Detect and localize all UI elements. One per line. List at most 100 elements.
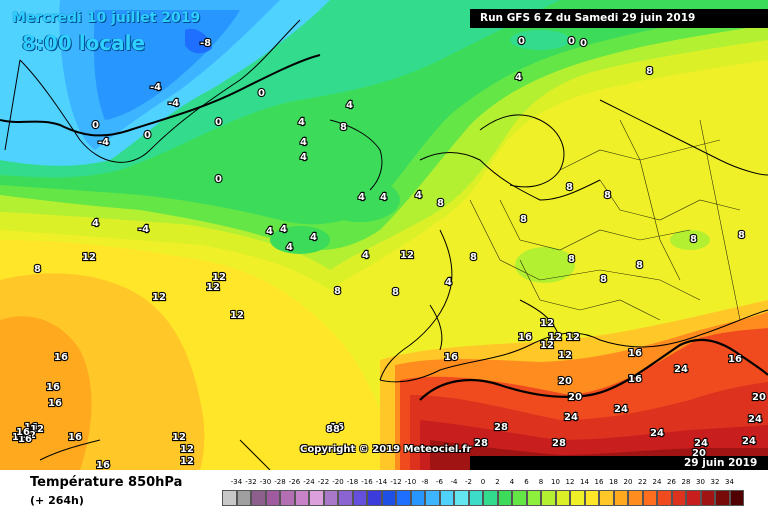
legend-label: -28 xyxy=(274,478,286,486)
legend-swatch xyxy=(309,490,324,506)
temperature-value: 12 xyxy=(400,250,414,261)
temperature-value: 12 xyxy=(548,332,562,343)
temperature-value: 88 xyxy=(326,424,340,435)
legend-swatch xyxy=(410,490,425,506)
temperature-value: 12 xyxy=(30,424,44,435)
temperature-value: 16 xyxy=(330,422,344,433)
temperature-value: 0 xyxy=(580,38,587,49)
temperature-value: 8 xyxy=(646,66,653,77)
legend-label: 4 xyxy=(509,478,515,486)
temperature-value: 16 xyxy=(68,432,82,443)
temperature-value: 4 xyxy=(515,72,522,83)
legend-label: 28 xyxy=(681,478,691,486)
temperature-value: 4 xyxy=(362,250,369,261)
legend-label: 16 xyxy=(594,478,604,486)
coastlines xyxy=(4,19,768,470)
temperature-value: -8 xyxy=(200,38,211,49)
temperature-value: 24 xyxy=(674,364,688,375)
model-run-label: Run GFS 6 Z du Samedi 29 juin 2019 xyxy=(470,9,768,28)
legend-label: -4 xyxy=(450,478,458,486)
legend-footer: Température 850hPa (+ 264h) -34 -32 -30 -28… xyxy=(0,470,768,512)
temperature-value: 4 xyxy=(298,117,305,128)
legend-label: -20 xyxy=(332,478,344,486)
legend-swatch xyxy=(222,490,237,506)
legend-labels: -34 -32 -30 -28 -26 -24 -22 -20 -18 -16 -14 -12 -10-… xyxy=(222,478,742,488)
legend-swatch xyxy=(570,490,585,506)
legend-swatch xyxy=(381,490,396,506)
temperature-value: 4 xyxy=(92,218,99,229)
legend-swatch xyxy=(599,490,614,506)
temperature-value: 24 xyxy=(650,428,664,439)
temperature-value: 8 xyxy=(604,190,611,201)
temperature-value: 4 xyxy=(310,232,317,243)
temp-patch xyxy=(320,178,400,222)
legend-swatch xyxy=(671,490,686,506)
valid-time: 8:00 locale xyxy=(22,31,146,55)
legend-swatch xyxy=(294,490,309,506)
temperature-value: 8 xyxy=(392,287,399,298)
legend-swatch xyxy=(541,490,556,506)
temperature-value: 4 xyxy=(286,242,293,253)
color-scale xyxy=(222,490,754,506)
temperature-value: 4 xyxy=(266,226,273,237)
temperature-value: 12 xyxy=(206,282,220,293)
temperature-value: -4 xyxy=(138,224,149,235)
legend-label: -34 xyxy=(230,478,243,486)
temperature-value: 0 xyxy=(568,36,575,47)
legend-swatch xyxy=(657,490,672,506)
temperature-value: 4 xyxy=(346,100,353,111)
temperature-value: 16 xyxy=(46,382,60,393)
temperature-value: 16 xyxy=(96,460,110,470)
temperature-value: 8 xyxy=(636,260,643,271)
temperature-value: 8 xyxy=(520,214,527,225)
temperature-value: 28 xyxy=(494,422,508,433)
run-date-label: 29 juin 2019 xyxy=(470,456,768,470)
legend-label: -6 xyxy=(436,478,443,486)
temperature-value: 4 xyxy=(280,224,287,235)
temperature-value: -4 xyxy=(168,98,179,109)
temperature-value: 8 xyxy=(334,286,341,297)
temperature-value: 16 xyxy=(16,427,30,438)
temperature-value: 16 xyxy=(518,332,532,343)
legend-label: 34 xyxy=(725,478,734,486)
temperature-value: 4 xyxy=(300,152,307,163)
temperature-value: 0 xyxy=(258,88,265,99)
legend-swatch xyxy=(251,490,266,506)
legend-label: -30 xyxy=(259,478,272,486)
temperature-value: 0 xyxy=(92,120,99,131)
legend-label: -32 xyxy=(245,478,257,486)
legend-swatch xyxy=(700,490,715,506)
temperature-value: 16 xyxy=(54,352,68,363)
temperature-value: 24 xyxy=(694,438,708,449)
temp-patch xyxy=(670,230,710,250)
legend-swatch xyxy=(497,490,512,506)
legend-swatch xyxy=(439,490,454,506)
temp-patch xyxy=(510,30,570,50)
temperature-value: 12 xyxy=(540,340,554,351)
temperature-value: 12 xyxy=(230,310,244,321)
legend-label: 10 xyxy=(551,478,560,486)
temperature-value: 28 xyxy=(474,438,488,449)
legend-swatch xyxy=(323,490,338,506)
legend-label: -18 xyxy=(346,478,359,486)
temperature-value: 12 xyxy=(82,252,96,263)
legend-label: -2 xyxy=(465,478,472,486)
legend-label: 14 xyxy=(580,478,589,486)
legend-label: -24 xyxy=(303,478,315,486)
legend-label: 20 xyxy=(623,478,633,486)
temperature-value: 0 xyxy=(215,117,222,128)
legend-label: -26 xyxy=(288,478,301,486)
temperature-value: 12 xyxy=(558,350,572,361)
legend-swatch xyxy=(613,490,628,506)
temperature-value: 24 xyxy=(742,436,756,447)
legend-label: 2 xyxy=(495,478,500,486)
temperature-value: 0 xyxy=(215,174,222,185)
temperature-value: 16 xyxy=(444,352,458,363)
temperature-value: 16 xyxy=(24,422,38,433)
legend-swatch xyxy=(483,490,498,506)
temperature-value: 12 xyxy=(172,432,186,443)
legend-swatch xyxy=(686,490,701,506)
legend-swatch xyxy=(584,490,599,506)
parameter-name: Température 850hPa xyxy=(30,475,183,490)
